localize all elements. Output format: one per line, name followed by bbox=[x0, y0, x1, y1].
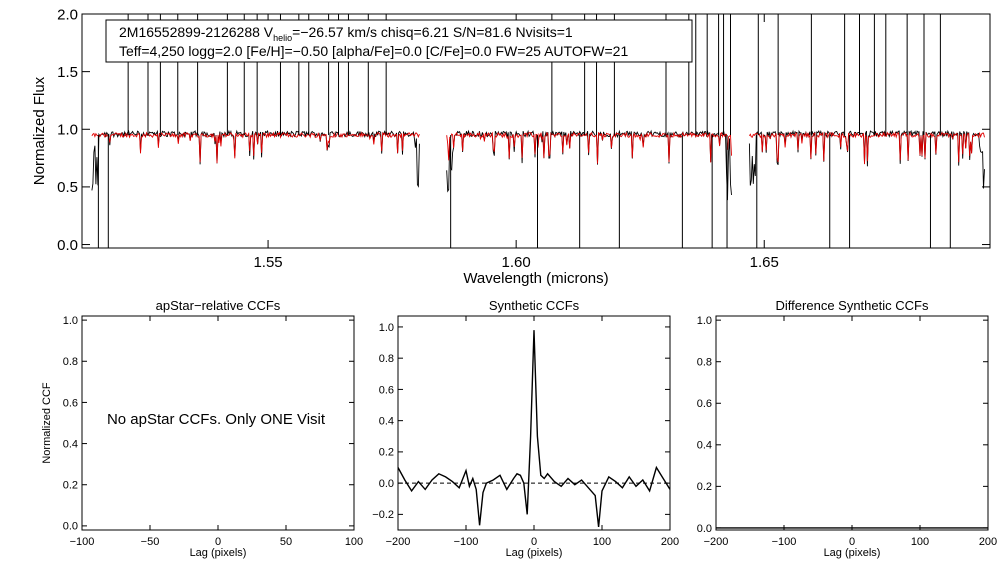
ccf-ylabel: Normalized CCF bbox=[41, 382, 53, 464]
y-tick-label: −0.2 bbox=[372, 509, 394, 521]
ccf-difference-xlabel: Lag (pixels) bbox=[824, 547, 881, 559]
x-tick-label: 1.55 bbox=[253, 254, 282, 271]
y-tick-label: 0.4 bbox=[63, 438, 78, 450]
y-tick-label: 1.5 bbox=[57, 64, 78, 81]
vhelio-value: =−26.57 km/s bbox=[292, 24, 377, 40]
y-tick-label: 0.6 bbox=[63, 397, 78, 409]
y-tick-label: 0.2 bbox=[697, 481, 712, 493]
spectrum-ylabel: Normalized Flux bbox=[31, 76, 48, 185]
x-tick-label: 50 bbox=[280, 536, 292, 548]
x-tick-label: 0 bbox=[531, 536, 537, 548]
spectrum-panel: 1.55 1.60 1.65 0.0 0.5 1.0 1.5 2.0 2M16552899-2… bbox=[31, 6, 991, 287]
y-tick-label: 0.4 bbox=[697, 440, 712, 452]
y-tick-label: 0.6 bbox=[379, 384, 394, 396]
x-tick-label: −200 bbox=[386, 536, 411, 548]
y-tick-label: 1.0 bbox=[57, 122, 78, 139]
x-tick-label: 200 bbox=[979, 536, 997, 548]
x-tick-label: −100 bbox=[772, 536, 797, 548]
x-tick-label: −100 bbox=[70, 536, 95, 548]
y-tick-label: 0.6 bbox=[697, 398, 712, 410]
ccf-difference-ticks: −200 −100 0 100 200 0.0 0.2 0.4 0.6 0.8 1.0 bbox=[697, 315, 997, 548]
ccf-difference-title: Difference Synthetic CCFs bbox=[776, 298, 929, 313]
legend-line-1: 2M16552899-2126288 Vhelio=−26.57 km/s ch… bbox=[119, 24, 573, 43]
y-tick-label: 1.0 bbox=[63, 315, 78, 327]
ccf-synthetic-ticks: −200 −100 0 100 200 −0.2 0.0 0.2 0.4 0.6 0.8 1.0 bbox=[372, 316, 679, 548]
y-tick-label: 0.0 bbox=[697, 523, 712, 535]
legend-line-2: Teff=4,250 logg=2.0 [Fe/H]=−0.50 [alpha/… bbox=[119, 43, 628, 59]
y-tick-label: 0.0 bbox=[63, 521, 78, 533]
x-tick-label: 0 bbox=[215, 536, 221, 548]
spectrum-xlabel: Wavelength (microns) bbox=[463, 270, 608, 287]
ccf-apstar-xlabel: Lag (pixels) bbox=[190, 547, 247, 559]
y-tick-label: 0.2 bbox=[379, 447, 394, 459]
x-tick-label: −50 bbox=[141, 536, 160, 548]
x-tick-label: 100 bbox=[593, 536, 611, 548]
x-tick-label: 100 bbox=[911, 536, 929, 548]
model-spectrum-line bbox=[91, 131, 985, 165]
y-tick-label: 0.5 bbox=[57, 179, 78, 196]
y-tick-label: 0.8 bbox=[63, 356, 78, 368]
x-tick-label: 100 bbox=[345, 536, 363, 548]
ccf-synthetic-xlabel: Lag (pixels) bbox=[506, 547, 563, 559]
ccf-apstar-message: No apStar CCFs. Only ONE Visit bbox=[107, 411, 326, 428]
x-tick-label: 200 bbox=[661, 536, 679, 548]
ccf-difference-panel: Difference Synthetic CCFs −200 −100 0 100 20… bbox=[697, 298, 997, 559]
y-tick-label: 0.8 bbox=[379, 353, 394, 365]
vhelio-label: V bbox=[264, 24, 274, 40]
y-tick-label: 1.0 bbox=[379, 322, 394, 334]
x-tick-label: 1.65 bbox=[750, 254, 779, 271]
star-id: 2M16552899-2126288 bbox=[119, 24, 260, 40]
y-tick-label: 0.0 bbox=[57, 237, 78, 254]
ccf-apstar-panel: apStar−relative CCFs −100 −50 0 50 100 0.0 0.2… bbox=[41, 298, 363, 559]
ccf-synthetic-panel: Synthetic CCFs −200 −100 0 100 200 −0.2 0.0 0.2… bbox=[372, 298, 679, 559]
x-tick-label: −200 bbox=[704, 536, 729, 548]
y-tick-label: 0.8 bbox=[697, 357, 712, 369]
y-tick-label: 0.0 bbox=[379, 478, 394, 490]
vhelio-subscript: helio bbox=[273, 33, 292, 43]
y-tick-label: 1.0 bbox=[697, 315, 712, 327]
x-tick-label: −100 bbox=[454, 536, 479, 548]
ccf-synthetic-title: Synthetic CCFs bbox=[489, 298, 580, 313]
y-tick-label: 0.4 bbox=[379, 416, 394, 428]
y-tick-label: 2.0 bbox=[57, 6, 78, 23]
y-tick-label: 0.2 bbox=[63, 480, 78, 492]
ccf-apstar-title: apStar−relative CCFs bbox=[156, 298, 281, 313]
ccf-apstar-ticks: −100 −50 0 50 100 0.0 0.2 0.4 0.6 0.8 1.0 bbox=[63, 315, 363, 548]
spectrum-legend-box: 2M16552899-2126288 Vhelio=−26.57 km/s ch… bbox=[105, 19, 693, 63]
x-tick-label: 0 bbox=[849, 536, 855, 548]
x-tick-label: 1.60 bbox=[502, 254, 531, 271]
ccf-difference-frame bbox=[715, 315, 989, 531]
spectrum-ticks: 1.55 1.60 1.65 0.0 0.5 1.0 1.5 2.0 bbox=[57, 6, 990, 271]
fit-stats: chisq=6.21 S/N=81.6 Nvisits=1 bbox=[381, 24, 573, 40]
spectrum-frame bbox=[81, 13, 991, 249]
ccf-synthetic-curve bbox=[397, 330, 671, 527]
